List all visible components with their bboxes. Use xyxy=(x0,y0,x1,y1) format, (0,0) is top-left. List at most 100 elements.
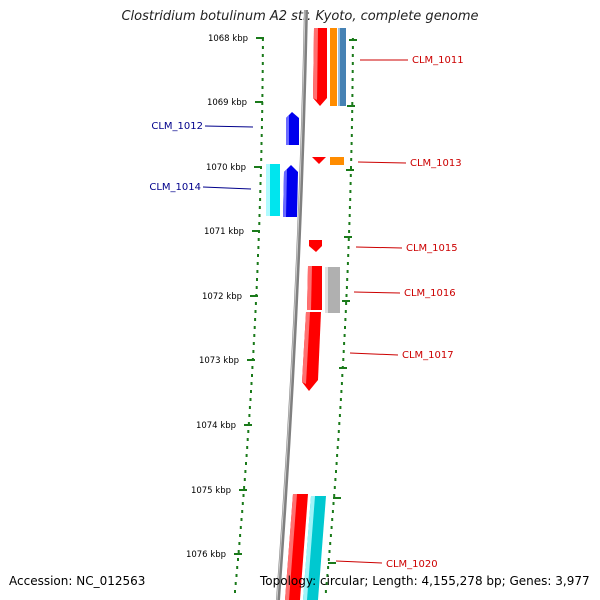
tick-dot xyxy=(343,342,346,345)
tick-dot xyxy=(350,134,353,137)
gene-label-clm-1020[interactable]: CLM_1020 xyxy=(386,559,438,570)
tick-dot xyxy=(254,302,257,305)
tick-dot xyxy=(338,414,341,417)
gene-clm-1016[interactable] xyxy=(307,266,340,313)
gene-label-clm-1013[interactable]: CLM_1013 xyxy=(410,158,462,169)
tick-dot xyxy=(324,590,327,593)
tick-mark: 1071 kbp xyxy=(204,227,260,237)
tick-dot xyxy=(347,254,350,257)
tick-label: 1073 kbp xyxy=(199,356,239,366)
tick-dot xyxy=(234,582,237,585)
gene-label-clm-1012[interactable]: CLM_1012 xyxy=(151,121,203,132)
tick-mark: 1070 kbp xyxy=(206,163,262,173)
tick-dot xyxy=(247,430,250,433)
gene-label-clm-1014[interactable]: CLM_1014 xyxy=(149,182,201,193)
tick-label: 1068 kbp xyxy=(208,34,248,44)
tick-dot xyxy=(260,126,263,129)
tick-dot xyxy=(337,430,340,433)
tick-dot xyxy=(243,486,246,489)
tick-dot xyxy=(241,502,244,505)
tick-label: 1076 kbp xyxy=(186,550,226,560)
tick-dot xyxy=(248,406,251,409)
tick-dot xyxy=(348,222,351,225)
gene-label-clm-1011[interactable]: CLM_1011 xyxy=(412,55,464,66)
tick-dot xyxy=(344,310,347,313)
tick-dot xyxy=(253,326,256,329)
gene-clm-1012[interactable] xyxy=(286,112,299,145)
tick-dot xyxy=(254,318,257,321)
tick-dot xyxy=(251,374,253,377)
tick-dot xyxy=(327,558,330,561)
gene-clm-1015[interactable] xyxy=(309,240,322,252)
tick-dot xyxy=(261,94,264,97)
tick-mark: 1073 kbp xyxy=(199,356,255,366)
tick-dot xyxy=(349,182,352,185)
tick-track-left xyxy=(234,38,264,593)
tick-dot xyxy=(326,574,329,577)
tick-dot xyxy=(253,334,256,337)
tick-dot xyxy=(237,558,239,561)
tick-dot xyxy=(342,350,345,353)
tick-dot xyxy=(329,542,332,545)
gene-label-clm-1015[interactable]: CLM_1015 xyxy=(406,243,458,254)
tick-label: 1070 kbp xyxy=(206,163,246,173)
tick-dot xyxy=(340,390,343,393)
tick-dot xyxy=(257,238,260,241)
tick-dot xyxy=(257,246,260,249)
tick-label: 1075 kbp xyxy=(191,486,231,496)
gene-label-clm-1016[interactable]: CLM_1016 xyxy=(404,288,456,299)
tick-dot xyxy=(339,398,342,401)
tick-dot xyxy=(350,126,353,129)
tick-dot xyxy=(330,526,333,529)
tick-mark: 1069 kbp xyxy=(207,98,263,108)
tick-dot xyxy=(259,190,262,193)
gene-clm-1014[interactable] xyxy=(266,164,298,217)
tick-dot xyxy=(341,374,344,377)
gene-clm-1017[interactable] xyxy=(302,312,321,391)
tick-dot xyxy=(261,118,263,121)
tick-mark: 1068 kbp xyxy=(208,34,264,44)
tick-dot xyxy=(349,174,352,177)
tick-dot xyxy=(339,406,342,409)
tick-dot xyxy=(340,382,343,385)
tick-dot xyxy=(261,102,264,105)
tick-dot xyxy=(238,542,241,545)
tick-dot xyxy=(260,142,263,145)
tick-dot xyxy=(251,366,254,369)
tick-label: 1072 kbp xyxy=(202,292,242,302)
tick-dot xyxy=(256,270,259,273)
tick-dot xyxy=(351,62,354,65)
tick-dot xyxy=(249,398,252,401)
tick-dot xyxy=(333,486,336,489)
gene-clm-1020[interactable] xyxy=(285,494,326,600)
tick-dot xyxy=(245,454,248,457)
tick-dot xyxy=(346,278,349,281)
tick-dot xyxy=(248,414,251,417)
tick-dot xyxy=(258,222,261,225)
tick-dot xyxy=(349,198,352,201)
tick-dot xyxy=(346,270,349,273)
tick-dot xyxy=(345,302,348,305)
gene-clm-1011[interactable] xyxy=(313,28,346,106)
tick-dot xyxy=(254,310,257,313)
tick-dot xyxy=(328,550,331,553)
tick-dot xyxy=(250,390,252,393)
tick-dot xyxy=(347,238,350,241)
tick-dot xyxy=(260,134,263,137)
tick-dot xyxy=(239,534,242,537)
tick-dot xyxy=(351,46,354,49)
tick-dot xyxy=(338,422,341,425)
tick-mark: 1076 kbp xyxy=(186,550,242,560)
tick-dot xyxy=(246,446,249,449)
tick-dot xyxy=(258,206,261,209)
tick-dot xyxy=(329,534,332,537)
tick-dot xyxy=(334,478,337,481)
tick-dot xyxy=(257,254,259,257)
tick-dot xyxy=(348,214,351,217)
tick-dot xyxy=(332,502,335,505)
gene-clm-1013[interactable] xyxy=(312,157,344,165)
gene-label-clm-1017[interactable]: CLM_1017 xyxy=(402,350,454,361)
tick-dot xyxy=(348,206,351,209)
tick-dot xyxy=(246,438,249,441)
tick-dot xyxy=(337,438,340,441)
